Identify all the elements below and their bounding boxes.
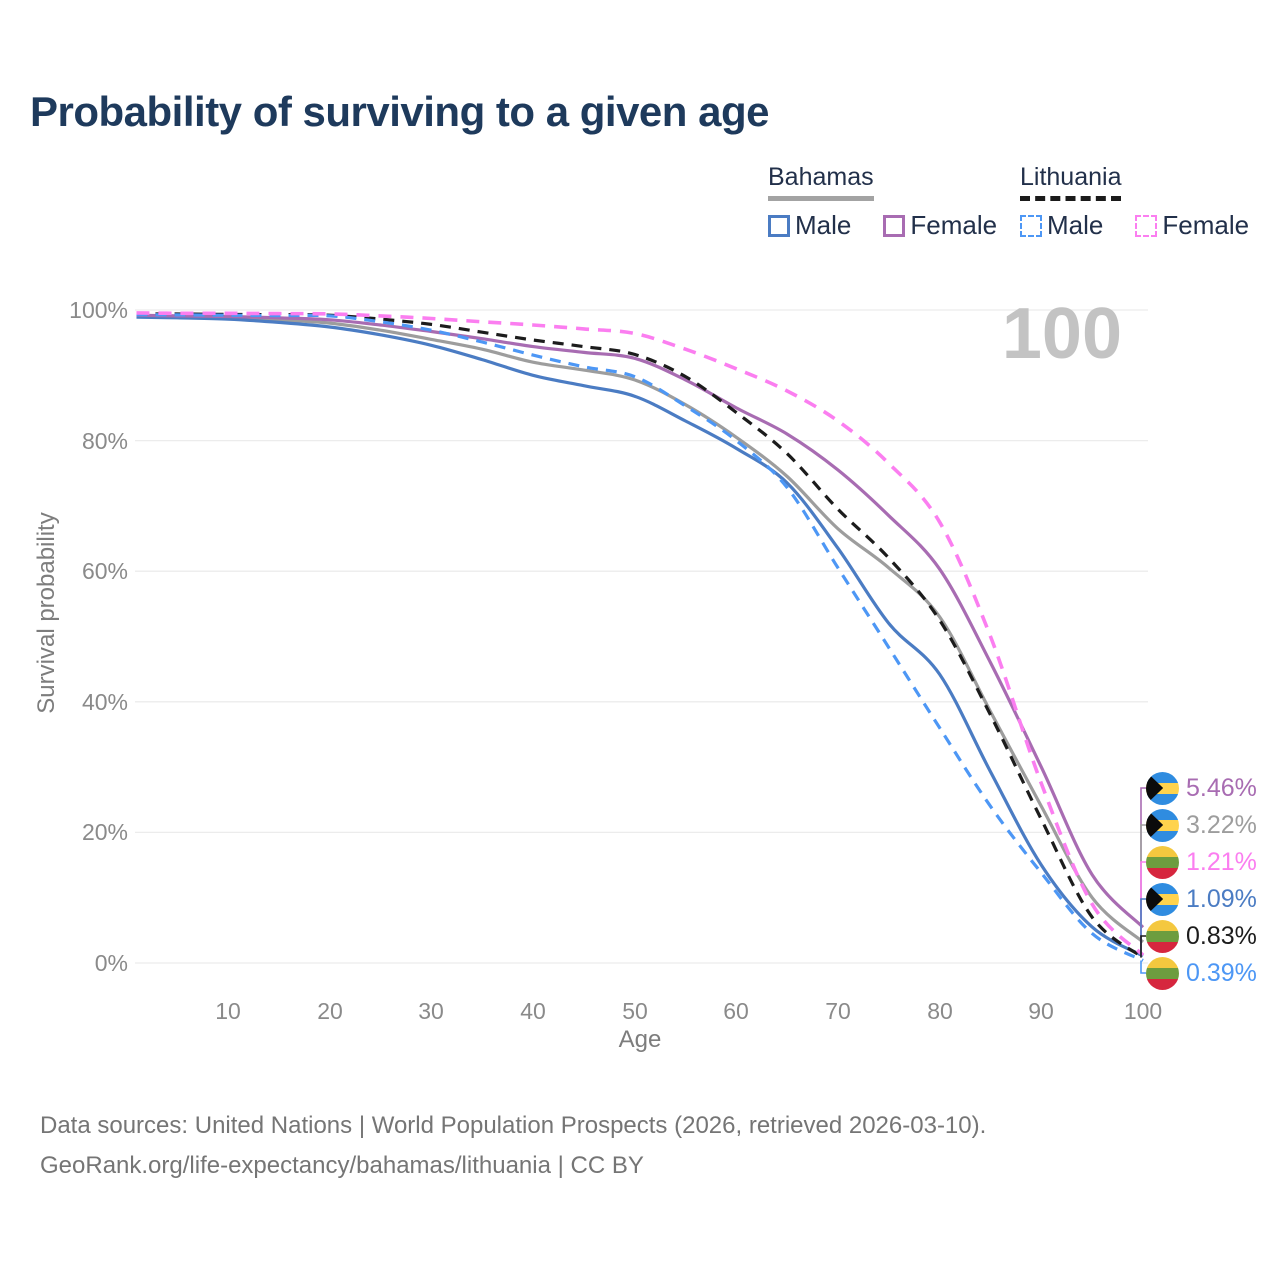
legend-country-lithuania[interactable]: Lithuania	[1020, 163, 1122, 201]
legend-swatch-bahamas-female-icon	[883, 214, 906, 237]
x-tick-30: 30	[418, 998, 444, 1024]
legend-item-lithuania-male[interactable]: Male	[1020, 210, 1103, 241]
x-tick-100: 100	[1123, 998, 1163, 1024]
legend-swatch-lithuania-male-icon	[1020, 214, 1042, 237]
series-line-bhs_t[interactable]	[136, 314, 1145, 944]
flag-lithuania-icon	[1146, 845, 1179, 879]
x-axis-title: Age	[618, 1026, 662, 1053]
x-tick-80: 80	[927, 998, 953, 1024]
y-axis-title: Survival probability	[33, 512, 60, 714]
end-label-bhs_m: 1.09%	[1146, 881, 1257, 917]
legend-group-lithuania: Lithuania Male Female	[1020, 163, 1249, 241]
legend-item-bahamas-male[interactable]: Male	[768, 210, 851, 241]
series-line-ltu_f[interactable]	[136, 311, 1145, 957]
y-tick-20: 20%	[81, 819, 128, 845]
flag-bahamas-icon	[1146, 808, 1179, 842]
y-tick-60: 60%	[81, 558, 128, 584]
x-tick-10: 10	[215, 998, 241, 1024]
legend-swatch-lithuania-female-icon	[1135, 214, 1158, 237]
legend-item-bahamas-female[interactable]: Female	[883, 210, 997, 241]
end-label-ltu_t: 0.83%	[1146, 918, 1257, 954]
x-tick-90: 90	[1028, 998, 1054, 1024]
legend-group-bahamas: Bahamas Male Female	[768, 163, 997, 241]
end-value-ltu_m: 0.39%	[1186, 958, 1257, 987]
end-label-ltu_f: 1.21%	[1146, 844, 1257, 880]
x-tick-50: 50	[622, 998, 648, 1024]
x-tick-20: 20	[317, 998, 343, 1024]
end-value-ltu_f: 1.21%	[1186, 847, 1257, 876]
series-line-ltu_m[interactable]	[136, 313, 1144, 962]
end-label-ltu_m: 0.39%	[1146, 955, 1257, 991]
hovered-age-watermark: 100	[1001, 294, 1122, 374]
end-connector-ltu_m	[1140, 960, 1146, 974]
x-tick-40: 40	[520, 998, 546, 1024]
footer-data-sources: Data sources: United Nations | World Pop…	[40, 1112, 987, 1139]
series-line-bhs_f[interactable]	[136, 313, 1145, 929]
end-label-bhs_f: 5.46%	[1146, 770, 1257, 806]
x-tick-60: 60	[723, 998, 749, 1024]
end-value-bhs_t: 3.22%	[1186, 810, 1257, 839]
flag-bahamas-icon	[1146, 771, 1179, 805]
end-connector-ltu_t	[1140, 935, 1146, 958]
series-line-bhs_m[interactable]	[136, 315, 1144, 958]
end-value-bhs_f: 5.46%	[1186, 773, 1257, 802]
flag-bahamas-icon	[1146, 882, 1179, 916]
legend-item-lithuania-female[interactable]: Female	[1135, 210, 1249, 241]
end-value-bhs_m: 1.09%	[1186, 884, 1257, 913]
y-tick-100: 100%	[69, 297, 128, 323]
end-label-bhs_t: 3.22%	[1146, 807, 1257, 843]
y-tick-40: 40%	[81, 689, 128, 715]
flag-lithuania-icon	[1146, 956, 1179, 990]
y-tick-0: 0%	[94, 950, 128, 976]
page-title: Probability of surviving to a given age	[30, 88, 769, 135]
flag-lithuania-icon	[1146, 919, 1179, 953]
footer-attribution: GeoRank.org/life-expectancy/bahamas/lith…	[40, 1152, 644, 1179]
legend-country-bahamas[interactable]: Bahamas	[768, 163, 874, 201]
footer: Data sources: United Nations | World Pop…	[40, 1106, 986, 1186]
x-tick-70: 70	[825, 998, 851, 1024]
end-value-ltu_t: 0.83%	[1186, 921, 1257, 950]
legend-swatch-bahamas-male-icon	[768, 214, 790, 237]
y-tick-80: 80%	[81, 428, 128, 454]
